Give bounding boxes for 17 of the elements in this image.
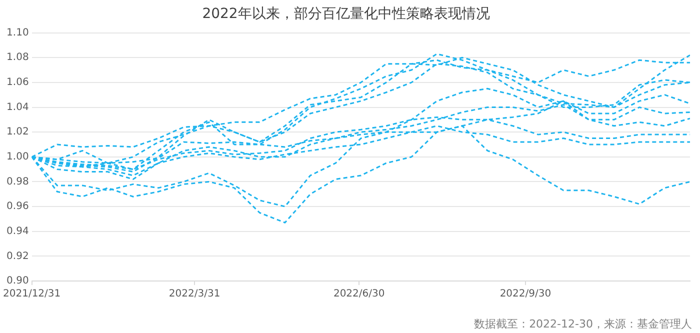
x-tick-label: 2021/12/31 [3, 288, 61, 300]
x-tick-label: 2022/6/30 [333, 288, 385, 300]
y-tick-label: 1.08 [6, 52, 29, 64]
chart-title: 2022年以来，部分百亿量化中性策略表现情况 [202, 6, 490, 22]
y-tick-label: 0.94 [6, 226, 29, 237]
y-tick-label: 0.96 [6, 201, 29, 212]
y-tick-label: 1.10 [6, 27, 29, 38]
text: 数据截至：2022-12-30，来源：基金管理人 [474, 317, 692, 330]
x-tick-label: 2022/3/31 [168, 288, 220, 300]
y-tick-label: 0.92 [6, 250, 29, 262]
y-tick-label: 1.00 [6, 151, 29, 162]
x-tick-label: 2022/9/30 [500, 288, 552, 300]
y-tick-label: 0.90 [6, 276, 29, 287]
y-tick-label: 0.98 [6, 176, 29, 188]
y-tick-label: 1.02 [6, 126, 29, 138]
y-tick-label: 1.04 [6, 102, 29, 113]
y-tick-label: 1.06 [6, 77, 29, 88]
